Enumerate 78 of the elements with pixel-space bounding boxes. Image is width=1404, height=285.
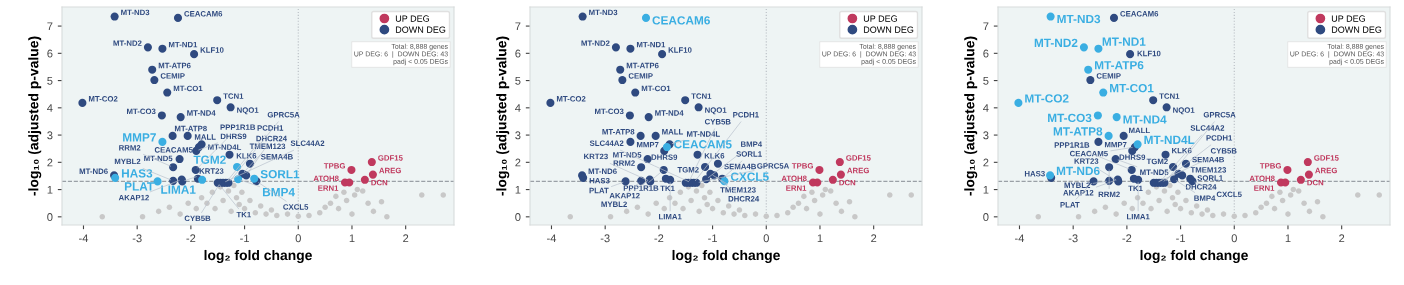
x-tick-label: -2 bbox=[654, 234, 664, 243]
y-axis-title: -log₁₀ (adjusted p-value) bbox=[496, 36, 510, 196]
annotation: MT-ND6 bbox=[1056, 166, 1100, 176]
annotation: MT-ND1 bbox=[1102, 37, 1146, 46]
legend-label: DOWN DEG bbox=[1331, 26, 1382, 33]
annotation: MT-ATP6 bbox=[1095, 61, 1144, 70]
annotation: HAS3 bbox=[121, 169, 153, 178]
annotation: MT-ND4 bbox=[1123, 115, 1167, 124]
y-tick-label: 5 bbox=[47, 76, 53, 85]
x-tick-label: -2 bbox=[1122, 234, 1132, 243]
y-tick-label: 6 bbox=[47, 49, 53, 58]
y-tick-label: 2 bbox=[983, 158, 989, 167]
x-tick-label: -3 bbox=[600, 234, 610, 243]
annotation: MT-ND2 bbox=[1034, 38, 1078, 47]
y-axis-title: -log₁₀ (adjusted p-value) bbox=[28, 36, 42, 196]
annotation: MMP7 bbox=[123, 133, 156, 142]
y-tick-label: 3 bbox=[983, 131, 989, 140]
y-tick-label: 6 bbox=[515, 49, 521, 58]
y-tick-label: 7 bbox=[515, 22, 521, 31]
legend-label: UP DEG bbox=[1331, 15, 1365, 22]
x-tick-label: 2 bbox=[871, 234, 877, 243]
annotation: MT-ND3 bbox=[1057, 14, 1101, 24]
x-tick-label: 1 bbox=[1285, 234, 1291, 243]
y-tick-label: 4 bbox=[515, 104, 521, 112]
x-tick-label: -2 bbox=[186, 234, 196, 243]
x-axis-title: log₂ fold change bbox=[672, 249, 780, 263]
x-tick-label: -1 bbox=[708, 234, 717, 243]
x-tick-label: -4 bbox=[1015, 234, 1025, 243]
y-tick-label: 1 bbox=[47, 185, 53, 194]
annotation: CEACAM5 bbox=[674, 140, 732, 149]
x-tick-label: -4 bbox=[79, 234, 89, 243]
x-tick-label: 2 bbox=[1339, 234, 1345, 243]
y-tick-label: 1 bbox=[515, 185, 521, 194]
y-tick-label: 7 bbox=[47, 22, 53, 31]
y-tick-label: 2 bbox=[47, 158, 53, 167]
y-tick-label: 0 bbox=[47, 213, 53, 221]
x-tick-label: 1 bbox=[817, 234, 823, 243]
legend-label: DOWN DEG bbox=[395, 26, 446, 33]
x-tick-label: -3 bbox=[132, 234, 142, 243]
y-tick-label: 4 bbox=[47, 104, 53, 112]
x-tick-label: -4 bbox=[547, 234, 557, 243]
y-tick-label: 0 bbox=[515, 213, 521, 221]
y-tick-label: 0 bbox=[983, 213, 989, 221]
annotation: MT-CO2 bbox=[1025, 94, 1069, 103]
x-tick-label: 2 bbox=[403, 234, 409, 243]
y-tick-label: 3 bbox=[47, 131, 53, 140]
legend-label: UP DEG bbox=[395, 15, 429, 22]
x-axis-title: log₂ fold change bbox=[1140, 249, 1248, 263]
legend-label: DOWN DEG bbox=[863, 26, 914, 33]
annotation: MT-ND4L bbox=[1144, 135, 1195, 144]
y-tick-label: 5 bbox=[983, 76, 989, 85]
y-tick-label: 1 bbox=[983, 185, 989, 194]
annotation: MT-CO1 bbox=[1110, 83, 1154, 93]
x-tick-label: -1 bbox=[1176, 234, 1185, 243]
x-tick-label: 0 bbox=[295, 234, 301, 243]
x-axis-title: log₂ fold change bbox=[204, 249, 312, 263]
x-tick-label: 1 bbox=[349, 234, 355, 243]
annotation: PLAT bbox=[124, 182, 154, 191]
x-tick-label: 0 bbox=[1231, 234, 1237, 243]
annotation: SORL1 bbox=[260, 170, 300, 179]
annotation: MT-CO3 bbox=[1048, 113, 1092, 123]
annotation: LIMA1 bbox=[161, 185, 196, 194]
x-tick-label: -1 bbox=[240, 234, 249, 243]
x-tick-label: 0 bbox=[763, 234, 769, 243]
y-tick-label: 5 bbox=[515, 76, 521, 85]
y-tick-label: 2 bbox=[515, 158, 521, 167]
legend-label: UP DEG bbox=[863, 15, 897, 22]
y-tick-label: 6 bbox=[983, 49, 989, 58]
annotation: MT-ATP8 bbox=[1053, 127, 1103, 136]
y-tick-label: 3 bbox=[515, 131, 521, 140]
annotation: TGM2 bbox=[193, 155, 226, 164]
x-tick-label: -3 bbox=[1068, 234, 1078, 243]
y-tick-label: 4 bbox=[983, 104, 989, 112]
y-axis-title: -log₁₀ (adjusted p-value) bbox=[964, 36, 978, 196]
annotation: CXCL5 bbox=[730, 172, 769, 181]
annotation: CEACAM6 bbox=[652, 16, 710, 25]
annotation: BMP4 bbox=[262, 188, 295, 197]
y-tick-label: 7 bbox=[983, 22, 989, 31]
